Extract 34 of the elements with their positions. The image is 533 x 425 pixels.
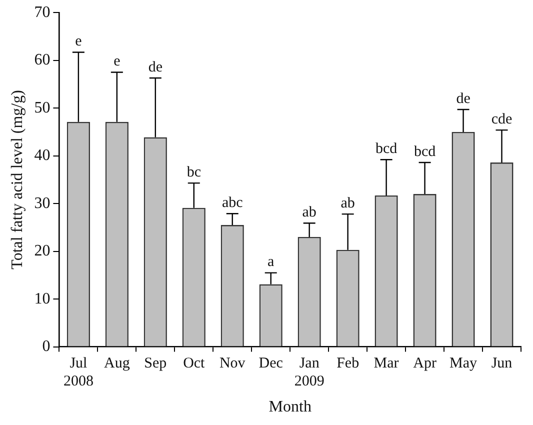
- x-tick-label: Jan 2009: [294, 356, 324, 390]
- annotation: bc: [186, 164, 202, 180]
- y-tick-label: 30: [34, 194, 50, 212]
- y-axis-title: Total fatty acid level (mg/g): [8, 90, 26, 270]
- x-tick-label: Apr: [413, 356, 436, 372]
- y-tick-label: 50: [34, 99, 50, 116]
- x-tick-label: Nov: [219, 356, 246, 372]
- annotation: bcd: [375, 141, 398, 158]
- annotation: de: [148, 59, 163, 76]
- annotation: e: [75, 34, 82, 50]
- x-tick-label: Jul 2008: [63, 356, 94, 390]
- x-tick-label: Oct: [183, 356, 206, 372]
- x-tick-label: Dec: [258, 356, 284, 372]
- annotation: cde: [491, 111, 512, 128]
- y-tick-label: 40: [34, 147, 50, 164]
- x-axis-title: Month: [268, 398, 312, 416]
- annotation: de: [456, 90, 471, 107]
- y-tick-label: 10: [34, 290, 50, 308]
- x-tick-label: May: [450, 356, 478, 372]
- x-tick-label: Sep: [144, 356, 167, 372]
- x-tick-label: Mar: [374, 356, 399, 372]
- y-tick-label: 70: [34, 4, 50, 21]
- annotation: bcd: [414, 144, 436, 160]
- x-tick-label: Aug: [104, 356, 130, 372]
- annotation: ab: [302, 204, 316, 221]
- x-tick-label: Jun: [491, 356, 513, 372]
- annotation: a: [268, 254, 275, 270]
- annotation: abc: [222, 195, 244, 212]
- x-tick-label: Feb: [336, 356, 360, 372]
- y-tick-label: 60: [34, 52, 50, 69]
- annotation: ab: [340, 196, 355, 212]
- y-tick-label: 20: [34, 242, 50, 260]
- y-tick-label: 0: [42, 338, 50, 356]
- annotation: e: [114, 54, 121, 70]
